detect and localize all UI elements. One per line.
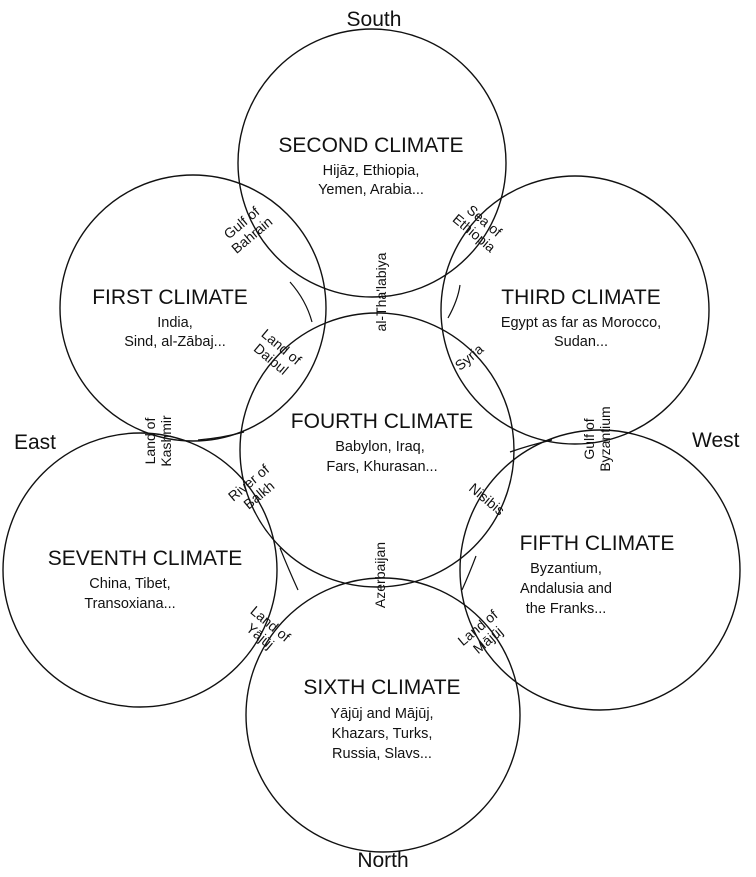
circle-fifth-climate [459, 429, 741, 711]
climate-line: the Franks... [526, 601, 607, 617]
climate-first: FIRST CLIMATE India, Sind, al-Zābaj... [92, 286, 248, 350]
climate-third: THIRD CLIMATE Egypt as far as Morocco, S… [501, 286, 661, 350]
climate-line: Andalusia and [520, 581, 612, 597]
boundary-line: Land of [142, 418, 158, 465]
gap-wedge-top-right [447, 284, 461, 319]
boundary-al-thalabiya: al-Tha'labiya [373, 252, 389, 331]
gap-wedge-bottom-right [461, 555, 477, 591]
direction-south: South [347, 8, 402, 31]
climate-seventh: SEVENTH CLIMATE China, Tibet, Transoxian… [48, 547, 242, 612]
boundary-azerbaijan: Azerbaijan [372, 542, 388, 608]
climate-line: Yemen, Arabia... [318, 182, 424, 198]
boundary-line: al-Tha'labiya [373, 252, 389, 331]
climate-line: Sind, al-Zābaj... [124, 334, 226, 350]
boundary-land-of-majuj: Land of Mājūj [454, 606, 505, 656]
boundary-sea-of-ethiopia: Sea of Ethiopia [450, 201, 506, 255]
circle-sixth-climate [245, 577, 521, 853]
climate-line: Russia, Slavs... [332, 746, 432, 762]
boundary-syria: Syria [452, 340, 487, 373]
boundary-gulf-of-bahrain: Gulf of Bahrain [221, 203, 276, 256]
climate-line: Sudan... [554, 334, 608, 350]
boundary-line: Byzantium [597, 406, 613, 471]
climate-fourth: FOURTH CLIMATE Babylon, Iraq, Fars, Khur… [291, 410, 473, 475]
climate-line: Yājūj and Mājūj, [330, 706, 433, 722]
climate-line: Hijāz, Ethiopia, [323, 163, 420, 179]
climate-title: SECOND CLIMATE [278, 134, 463, 157]
circle-seventh-climate [2, 432, 278, 708]
circle-second-climate [237, 28, 507, 298]
boundary-land-of-yajuj: Land of Yājūj [243, 602, 293, 652]
climate-title: SIXTH CLIMATE [303, 676, 460, 699]
climate-line: Byzantium, [530, 561, 602, 577]
gap-wedge-top-left [289, 281, 313, 323]
climate-title: THIRD CLIMATE [501, 286, 660, 309]
boundary-gulf-of-byzantium: Gulf of Byzantium [581, 406, 613, 471]
boundary-line: Syria [452, 340, 487, 373]
direction-north: North [357, 849, 408, 872]
boundary-line: Azerbaijan [372, 542, 388, 608]
climate-line: Khazars, Turks, [332, 726, 433, 742]
climate-title: SEVENTH CLIMATE [48, 547, 242, 570]
circle-first-climate [59, 174, 327, 442]
climate-title: FIFTH CLIMATE [520, 532, 675, 555]
climate-line: Transoxiana... [84, 596, 175, 612]
climate-sixth: SIXTH CLIMATE Yājūj and Mājūj, Khazars, … [303, 676, 460, 762]
climate-line: Fars, Khurasan... [326, 459, 437, 475]
climate-second: SECOND CLIMATE Hijāz, Ethiopia, Yemen, A… [278, 134, 463, 198]
boundary-land-of-kashmir: Land of Kashmir [142, 415, 174, 467]
direction-west: West [692, 429, 740, 452]
boundary-land-of-daibul: Land of Daibul [251, 325, 305, 377]
boundary-line: Gulf of [581, 418, 597, 459]
climate-fifth: FIFTH CLIMATE Byzantium, Andalusia and t… [520, 532, 675, 617]
climate-line: Babylon, Iraq, [335, 439, 424, 455]
climate-line: Egypt as far as Morocco, [501, 315, 661, 331]
direction-east: East [14, 431, 56, 454]
climate-line: India, [157, 315, 192, 331]
climate-title: FOURTH CLIMATE [291, 410, 473, 433]
gap-wedge-bottom-left [279, 547, 299, 591]
boundary-line: Kashmir [158, 415, 174, 467]
climate-title: FIRST CLIMATE [92, 286, 248, 309]
gap-wedge-right [509, 439, 553, 453]
gap-wedge-left [197, 431, 245, 441]
circle-third-climate [440, 175, 710, 445]
climate-line: China, Tibet, [89, 576, 170, 592]
